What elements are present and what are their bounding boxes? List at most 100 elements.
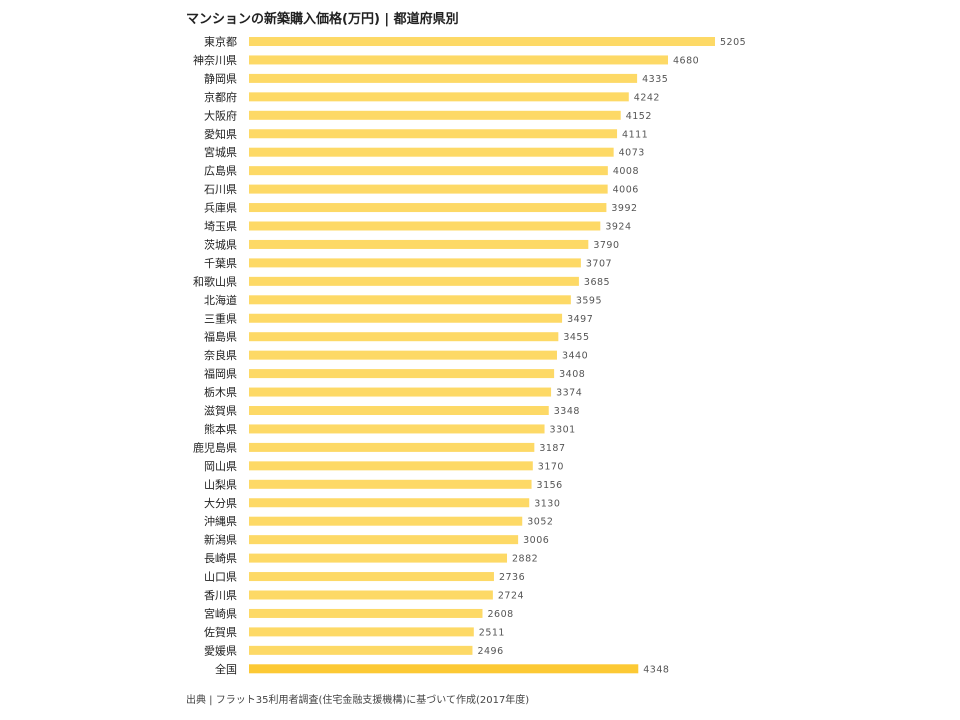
category-label: 和歌山県 [193,274,237,288]
value-label: 3156 [537,480,563,491]
value-label: 3595 [576,295,602,306]
value-label: 3408 [559,369,585,380]
category-label: 愛知県 [204,127,237,141]
category-label: 広島県 [204,164,237,178]
value-label: 2608 [487,609,513,620]
bar [249,535,519,545]
bar [249,313,563,323]
bar [249,92,629,102]
chart-title: マンションの新築購入価格(万円) | 都道府県別 [186,12,459,27]
value-label: 4008 [613,166,639,177]
category-label: 宮崎県 [204,606,237,620]
bar [249,516,523,526]
bar [249,258,581,268]
bar [249,166,608,176]
category-label: 千葉県 [204,256,237,270]
category-label: 埼玉県 [204,219,237,233]
value-label: 3685 [584,277,610,288]
category-label: 静岡県 [204,71,237,85]
bar [249,129,618,139]
category-label: 山口県 [204,571,237,584]
category-label: 東京都 [204,35,237,49]
value-label: 2724 [498,591,524,602]
value-label: 3052 [527,517,553,528]
value-label: 2736 [499,572,525,583]
bar [249,332,559,342]
bar [249,295,571,305]
chart-source: 出典 | フラット35利用者調査(住宅金融支援機構)に基づいて作成(2017年度… [186,695,530,706]
bar [249,664,639,674]
category-label: 福島県 [204,330,237,344]
value-label: 3348 [554,406,580,417]
value-label: 3924 [605,222,631,233]
value-label: 4152 [626,111,652,122]
category-label: 宮城県 [204,145,237,159]
value-label: 4073 [619,148,645,159]
bar [249,276,579,286]
category-label: 京都府 [204,90,237,104]
bar [249,461,533,471]
bar [249,406,549,415]
category-label: 全国 [215,662,237,676]
value-label: 4006 [613,185,639,196]
category-label: 沖縄県 [204,514,237,528]
value-label: 3301 [550,424,576,435]
category-label: 山梨県 [204,477,237,491]
value-label: 3497 [567,314,593,325]
bar [249,387,552,397]
bar [249,221,601,231]
category-label: 兵庫県 [204,201,237,215]
bar [249,572,494,582]
value-label: 3455 [563,332,589,343]
bar [249,479,532,489]
category-label: 大分県 [204,496,237,510]
value-label: 2882 [512,554,538,565]
value-label: 5205 [720,37,746,48]
category-label: 神奈川県 [193,53,237,67]
category-label: 岡山県 [204,460,237,473]
bar [249,350,557,360]
value-label: 3187 [539,443,565,454]
bar [249,645,473,655]
bar [249,110,621,120]
bar [249,608,483,618]
category-label: 鹿児島県 [193,440,237,454]
value-label: 3440 [562,351,588,362]
value-label: 4335 [642,74,668,85]
value-label: 3130 [534,498,560,509]
value-label: 2496 [477,646,503,657]
category-label: 三重県 [204,311,237,325]
bar [249,498,530,508]
bar [249,184,608,194]
bar [249,627,474,637]
category-label: 愛媛県 [204,643,237,657]
category-label: 長崎県 [204,551,237,565]
bar [249,73,638,83]
bar [249,590,493,600]
value-label: 4680 [673,55,699,66]
bar [249,369,555,379]
bar [249,147,614,157]
category-label: 香川県 [204,589,237,602]
bar [249,442,535,452]
bar [249,55,668,65]
value-label: 4348 [643,664,669,675]
value-label: 3790 [593,240,619,251]
category-label: 熊本県 [204,422,237,436]
value-label: 3170 [538,461,564,472]
value-label: 3374 [556,388,582,399]
category-label: 佐賀県 [204,625,237,639]
category-label: 大阪府 [204,108,237,122]
bar [249,553,508,563]
category-label: 福岡県 [204,367,237,381]
value-label: 4242 [634,92,660,103]
value-label: 4111 [622,129,648,140]
category-label: 栃木県 [204,385,237,399]
category-label: 奈良県 [204,348,237,362]
value-label: 3992 [611,203,637,214]
bar [249,239,589,249]
category-label: 茨城県 [204,237,237,251]
bar [249,37,715,46]
category-label: 滋賀県 [204,405,237,418]
